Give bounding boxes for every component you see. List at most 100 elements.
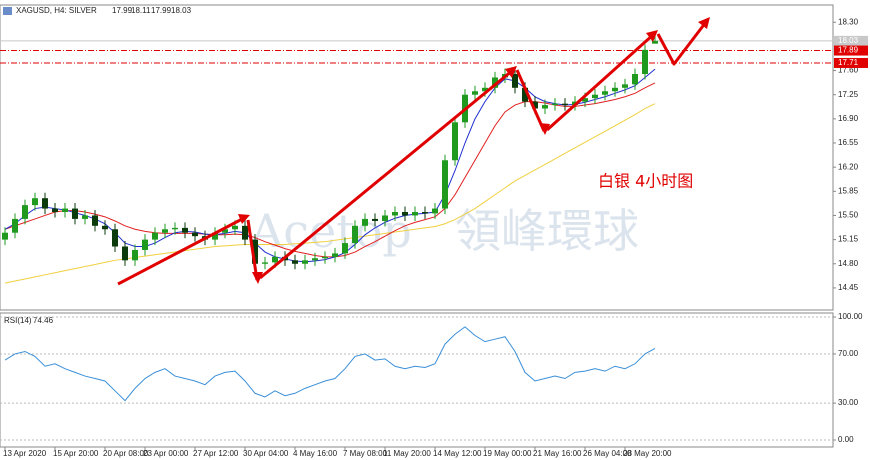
candle-body: [382, 215, 388, 221]
moving-average: [4, 82, 656, 258]
candle-body: [72, 208, 78, 219]
watermark-text: 領峰環球: [455, 204, 639, 258]
candle-body: [12, 218, 18, 233]
y-tick-label: 70.00: [838, 349, 859, 358]
x-tick-label: 15 Apr 20:00: [53, 449, 99, 458]
candle-body: [292, 260, 298, 264]
candle-body: [362, 218, 368, 226]
candle-body: [522, 87, 528, 102]
candle-body: [612, 87, 618, 92]
candle-body: [532, 101, 538, 109]
ohlc-open: 17.99: [112, 6, 133, 15]
candle-body: [372, 218, 378, 221]
candle-body: [122, 246, 128, 261]
candle-body: [142, 239, 148, 250]
y-tick-label: 17.25: [838, 90, 859, 99]
candle-body: [472, 91, 478, 95]
candle-body: [262, 262, 268, 264]
y-tick-label: 15.85: [838, 186, 859, 195]
arrow-head: [646, 30, 658, 42]
y-tick-label: 30.00: [838, 398, 859, 407]
candle-body: [152, 232, 158, 240]
level-tag: [834, 57, 868, 68]
candle-body: [232, 225, 238, 230]
y-tick-label: 16.55: [838, 138, 859, 147]
y-tick-label: 15.15: [838, 235, 859, 244]
indicator-name: RSI(14): [4, 316, 32, 325]
candle-body: [622, 84, 628, 88]
candle-body: [312, 258, 318, 261]
candle-body: [552, 103, 558, 106]
arrow: [545, 32, 656, 132]
y-tick-label: 14.80: [838, 259, 859, 268]
arrow-head: [238, 214, 250, 224]
candle-body: [2, 232, 8, 240]
level-label: 17.89: [838, 46, 859, 55]
x-tick-label: 13 Apr 2020: [3, 449, 47, 458]
x-tick-label: 26 May 04:00: [583, 449, 632, 458]
candle-body: [32, 198, 38, 206]
watermark-text: Acetop: [249, 204, 412, 258]
last-price-tag: [834, 35, 868, 46]
candle-body: [492, 77, 498, 88]
candle-body: [352, 225, 358, 244]
candle-body: [82, 215, 88, 219]
arrow: [117, 215, 247, 286]
x-tick-label: 11 May 20:00: [383, 449, 431, 458]
rsi-line: [4, 326, 656, 402]
candle-body: [402, 212, 408, 216]
x-tick-label: 21 May 16:00: [533, 449, 582, 458]
arrow: [515, 69, 546, 132]
candle-body: [162, 229, 168, 233]
candle-body: [22, 205, 28, 219]
candle-body: [582, 98, 588, 102]
arrow: [246, 219, 259, 281]
arrow-head: [505, 66, 517, 78]
candle-body: [42, 198, 48, 209]
candle-body: [52, 208, 58, 213]
candle-body: [172, 227, 178, 230]
x-tick-label: 30 Apr 04:00: [243, 449, 289, 458]
y-tick-label: 16.20: [838, 162, 859, 171]
x-tick-label: 23 Apr 00:00: [143, 449, 189, 458]
candle-body: [652, 40, 658, 44]
candle-body: [212, 232, 218, 240]
indicator-value: 74.46: [33, 316, 54, 325]
y-tick-label: 17.60: [838, 66, 859, 75]
watermark: Acetop 領峰環球: [249, 204, 639, 258]
symbol-icon: [3, 7, 12, 15]
y-tick-label: 18.30: [838, 17, 859, 26]
x-tick-label: 20 Apr 08:00: [103, 449, 149, 458]
main-panel: [0, 4, 834, 311]
trend-arrows: [117, 17, 710, 286]
candle-body: [632, 74, 638, 85]
candle-body: [422, 212, 428, 214]
candle-body: [512, 74, 518, 88]
candle-body: [592, 94, 598, 99]
y-tick-label: 16.90: [838, 114, 859, 123]
candle-body: [272, 256, 278, 263]
candle-body: [242, 225, 248, 240]
y-tick-label: 100.00: [838, 312, 863, 321]
candle-body: [252, 239, 258, 264]
candle-body: [92, 215, 98, 226]
candle-body: [642, 49, 648, 75]
header: XAGUSD, H4: SILVER 17.99 18.11 17.99 18.…: [3, 6, 192, 15]
candle-body: [302, 260, 308, 264]
ohlc-close: 18.03: [171, 6, 192, 15]
candle-body: [602, 91, 608, 95]
candle-body: [222, 229, 228, 233]
x-tick-label: 7 May 08:00: [343, 449, 388, 458]
symbol-title: XAGUSD, H4: SILVER: [16, 6, 97, 15]
x-tick-label: 19 May 00:00: [483, 449, 532, 458]
ohlc-low: 17.99: [151, 6, 172, 15]
rsi-panel: [0, 312, 834, 448]
arrow: [259, 68, 514, 280]
x-tick-label: 14 May 12:00: [433, 449, 482, 458]
candle-body: [192, 232, 198, 237]
candle-body: [562, 103, 568, 106]
level-label: 17.71: [838, 58, 859, 67]
moving-average: [4, 103, 656, 284]
